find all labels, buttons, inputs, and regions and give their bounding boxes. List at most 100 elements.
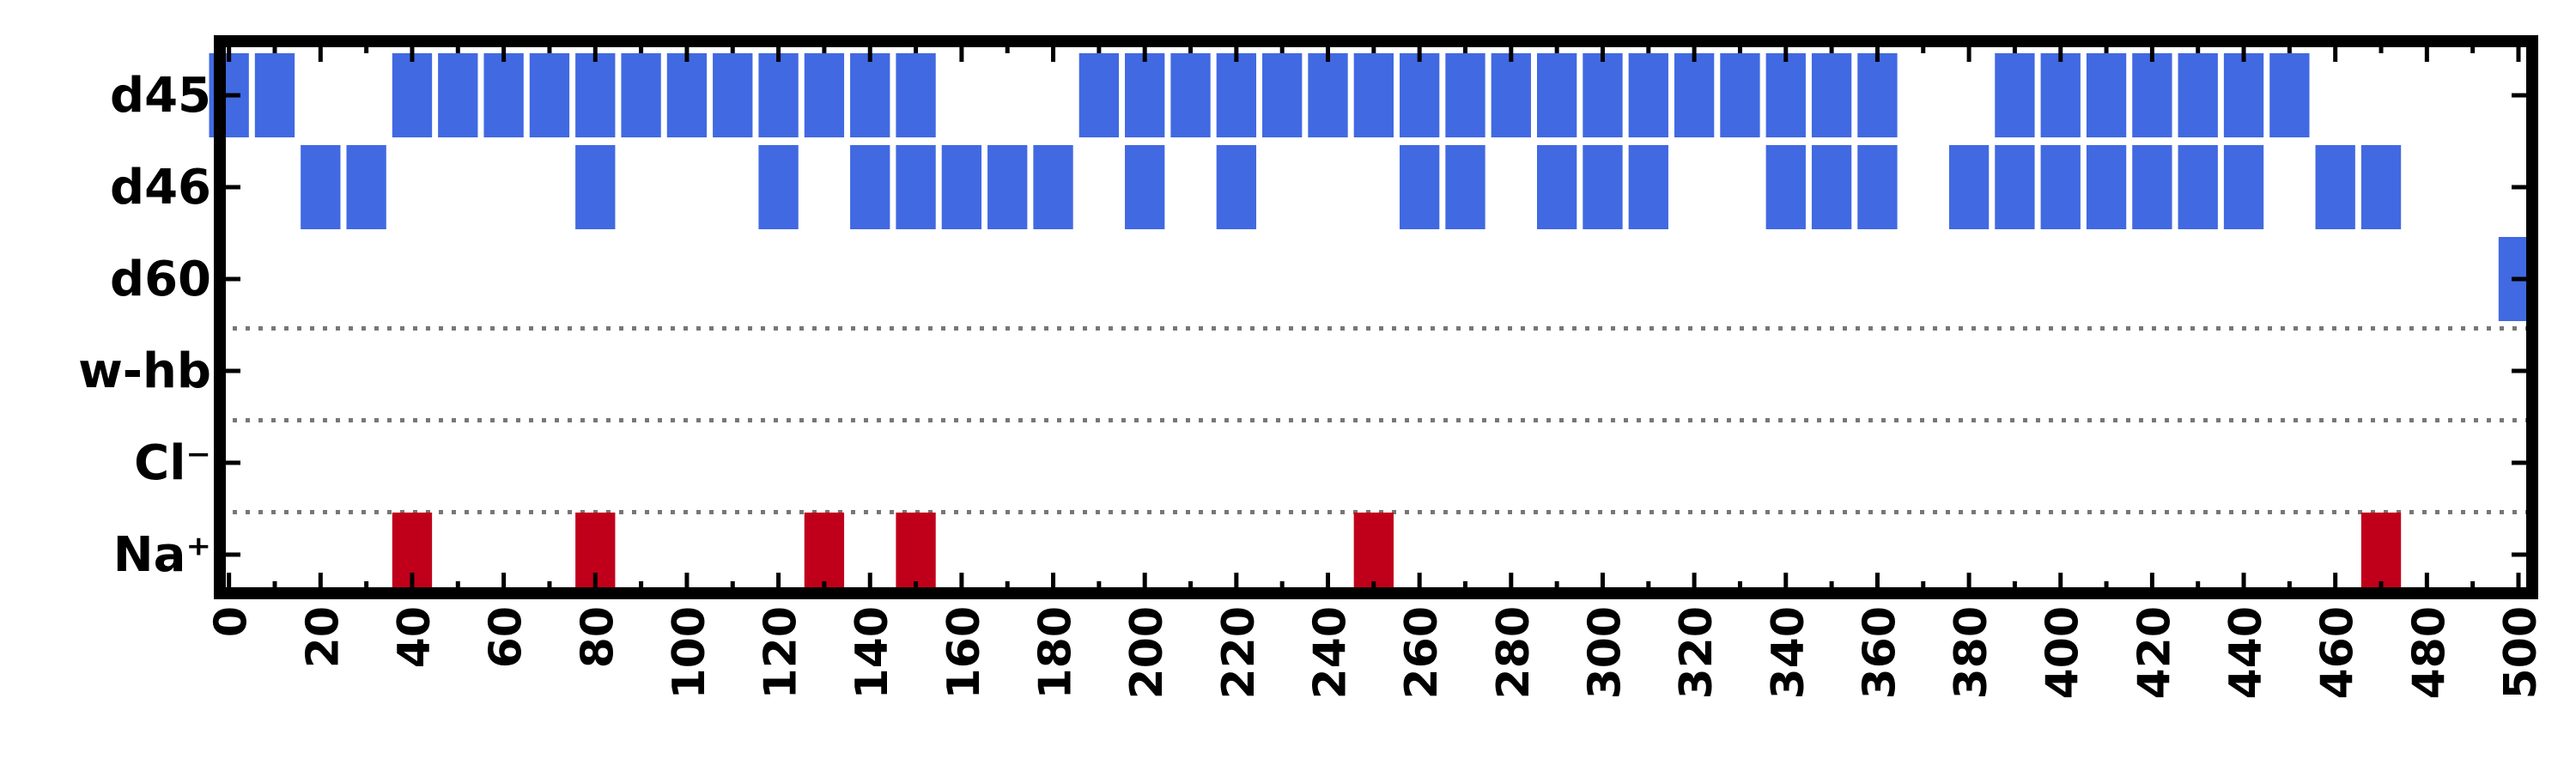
bar-d45-350 (1811, 53, 1852, 137)
bar-d45-70 (529, 53, 570, 137)
bar-d45-40 (392, 53, 433, 137)
x-tick-label-280: 280 (1488, 606, 1540, 700)
bar-d46-430 (2178, 145, 2218, 229)
bar-d46-20 (301, 145, 341, 229)
bar-d45-150 (896, 53, 936, 137)
x-tick-label-200: 200 (1121, 606, 1173, 700)
bar-d45-360 (1857, 53, 1898, 137)
plot-frame (214, 35, 2538, 599)
bar-d45-90 (621, 53, 661, 137)
bar-d46-180 (1033, 145, 1073, 229)
y-tick-label-2: d60 (110, 252, 211, 307)
bar-d46-410 (2086, 145, 2127, 229)
bar-d45-60 (483, 53, 524, 137)
bar-d45-240 (1308, 53, 1348, 137)
bar-d46-220 (1216, 145, 1257, 229)
x-tick-label-260: 260 (1396, 606, 1448, 700)
bar-d45-420 (2132, 53, 2172, 137)
x-tick-label-360: 360 (1854, 606, 1905, 700)
bar-d46-400 (2040, 145, 2081, 229)
bar-d45-280 (1491, 53, 1531, 137)
row-separators (220, 326, 2532, 514)
bar-d46-290 (1536, 145, 1577, 229)
bar-d45-390 (1995, 53, 2035, 137)
bar-d46-120 (758, 145, 799, 229)
bar-d45-80 (575, 53, 616, 137)
bar-d45-300 (1583, 53, 1623, 137)
x-tick-label-180: 180 (1030, 606, 1082, 700)
bar-d45-450 (2269, 53, 2310, 137)
x-tick-label-40: 40 (389, 606, 440, 668)
x-tick-label-340: 340 (1763, 606, 1814, 700)
bar-d45-400 (2040, 53, 2081, 137)
bar-d46-300 (1583, 145, 1623, 229)
x-tick-label-140: 140 (847, 606, 898, 700)
bar-d45-310 (1628, 53, 1668, 137)
bar-d45-260 (1399, 53, 1440, 137)
bar-d45-120 (758, 53, 799, 137)
bar-d45-50 (438, 53, 478, 137)
x-tick-label-20: 20 (297, 606, 349, 668)
bar-d46-440 (2223, 145, 2264, 229)
x-tick-label-460: 460 (2312, 606, 2364, 700)
x-tick-label-420: 420 (2129, 606, 2180, 700)
bar-d45-200 (1125, 53, 1165, 137)
bar-d46-390 (1995, 145, 2035, 229)
bar-d45-440 (2223, 53, 2264, 137)
x-tick-label-60: 60 (481, 606, 532, 668)
y-tick-label-0: d45 (110, 68, 211, 124)
bar-d45-100 (666, 53, 708, 137)
bar-d46-30 (346, 145, 386, 229)
bar-d45-270 (1445, 53, 1485, 137)
bar-d46-150 (896, 145, 936, 229)
x-tick-label-400: 400 (2038, 606, 2089, 700)
bar-d46-380 (1948, 145, 1990, 229)
y-tick-labels: d45 d46 d60 w-hb Cl⁻ Na⁺ (78, 68, 211, 583)
x-tick-labels: 0 20 40 60 80 100 120 140 160 180 200 220 240 260 280 3… (206, 606, 2547, 700)
bar-d45-250 (1353, 53, 1394, 137)
x-tick-label-100: 100 (664, 606, 715, 700)
x-tick-label-0: 0 (206, 606, 258, 637)
bar-d46-200 (1125, 145, 1165, 229)
bar-d45-140 (850, 53, 890, 137)
x-tick-label-220: 220 (1213, 606, 1265, 700)
bar-d46-460 (2315, 145, 2355, 229)
y-tick-label-1: d46 (110, 160, 211, 215)
bar-d46-340 (1765, 145, 1806, 229)
bar-d45-220 (1216, 53, 1257, 137)
y-tick-label-3: w-hb (78, 343, 211, 399)
x-tick-label-240: 240 (1305, 606, 1357, 700)
x-tick-label-500: 500 (2495, 606, 2547, 700)
bar-d45-410 (2086, 53, 2127, 137)
bar-d46-80 (575, 145, 616, 229)
x-tick-label-160: 160 (939, 606, 990, 700)
bar-d46-270 (1445, 145, 1485, 229)
bar-d46-350 (1811, 145, 1852, 229)
bar-d45-320 (1674, 53, 1715, 137)
bar-d45-290 (1536, 53, 1577, 137)
bar-d45-430 (2178, 53, 2218, 137)
occupancy-bars (209, 53, 2532, 597)
x-tick-label-320: 320 (1671, 606, 1722, 700)
y-tick-label-4: Cl⁻ (134, 435, 211, 491)
bar-d45-330 (1720, 53, 1760, 137)
bar-d45-110 (713, 53, 753, 137)
bar-d45-130 (804, 53, 845, 137)
bar-d46-470 (2360, 145, 2402, 229)
x-tick-label-80: 80 (572, 606, 623, 668)
bar-d46-140 (850, 145, 890, 229)
bar-d46-360 (1857, 145, 1898, 229)
bar-d46-170 (987, 145, 1028, 229)
bar-d46-420 (2132, 145, 2172, 229)
bar-d45-210 (1170, 53, 1211, 137)
x-tick-label-480: 480 (2403, 606, 2455, 700)
bar-d45-230 (1262, 53, 1303, 137)
bar-d46-260 (1399, 145, 1440, 229)
bar-d46-310 (1628, 145, 1668, 229)
bar-d45-190 (1078, 53, 1120, 137)
x-tick-label-120: 120 (756, 606, 807, 700)
x-tick-label-440: 440 (2221, 606, 2272, 700)
bar-d45-10 (254, 53, 295, 137)
